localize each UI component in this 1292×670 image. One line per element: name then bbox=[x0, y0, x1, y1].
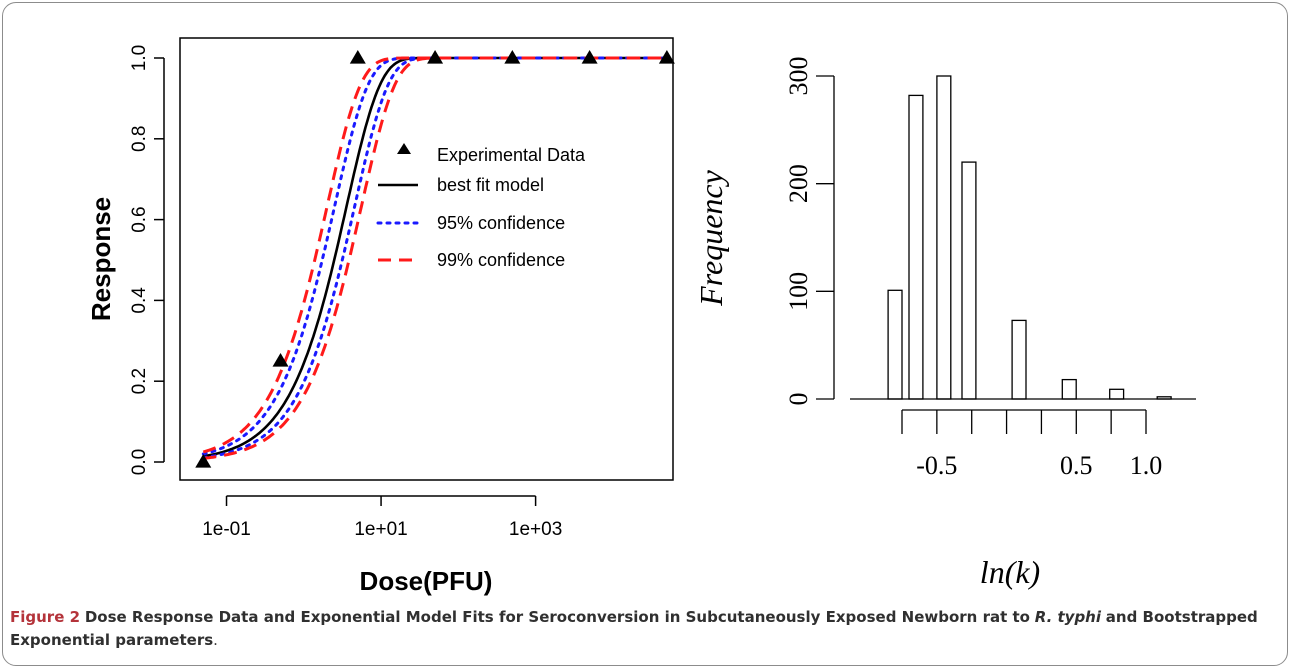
y-axis-label: Response bbox=[86, 197, 116, 321]
y-tick-label: 0.8 bbox=[129, 126, 150, 152]
x-tick-label: 1e-01 bbox=[202, 519, 251, 540]
y-tick-label: 0.0 bbox=[129, 449, 150, 475]
x-axis: 1e-01 1e+01 1e+03 bbox=[202, 495, 562, 540]
experimental-points bbox=[195, 50, 675, 468]
data-point bbox=[504, 50, 521, 64]
curve-dotted-0 bbox=[201, 56, 669, 456]
histogram-bar bbox=[961, 161, 977, 400]
y-tick-label: 0.6 bbox=[129, 206, 150, 232]
model-curves bbox=[201, 56, 669, 460]
legend-label: Experimental Data bbox=[437, 145, 586, 165]
plot-box bbox=[179, 37, 674, 481]
y-tick-label: 0.2 bbox=[129, 368, 150, 394]
x-axis-label: ln(k) bbox=[980, 554, 1040, 590]
histogram-bars bbox=[850, 75, 1196, 400]
y-tick-label: 200 bbox=[784, 164, 813, 203]
legend: Experimental Data best fit model 95% confi… bbox=[376, 143, 586, 270]
legend-label: best fit model bbox=[437, 175, 544, 195]
y-axis: 0 100 200 300 bbox=[784, 57, 835, 406]
histogram-bar bbox=[908, 94, 924, 400]
curve-dotted-1 bbox=[201, 56, 669, 460]
x-axis-label: Dose(PFU) bbox=[360, 566, 493, 596]
y-tick-label: 100 bbox=[784, 272, 813, 311]
data-point bbox=[349, 50, 366, 64]
data-point bbox=[427, 50, 444, 64]
y-tick-label: 0.4 bbox=[129, 287, 150, 314]
y-tick-label: 300 bbox=[784, 57, 813, 96]
histogram-bar bbox=[1061, 378, 1077, 400]
curve-dashed-1 bbox=[203, 56, 667, 460]
legend-label: 95% confidence bbox=[437, 213, 565, 233]
y-axis: 0.0 0.2 0.4 0.6 0.8 1.0 bbox=[129, 45, 165, 475]
data-point bbox=[581, 50, 598, 64]
caption-title-part1: Dose Response Data and Exponential Model… bbox=[84, 608, 1030, 626]
x-tick-label: -0.5 bbox=[916, 451, 957, 480]
histogram-bar bbox=[1011, 319, 1027, 400]
dose-response-plot: 1e-01 1e+01 1e+03 0.0 0.2 0.4 0.6 0.8 1.0 Dose(… bbox=[86, 37, 675, 596]
x-axis: -0.5 0.5 1.0 bbox=[901, 409, 1163, 480]
histogram-plot: -0.5 0.5 1.0 0 100 200 300 ln(k) Frequency bbox=[693, 57, 1196, 590]
legend-label: 99% confidence bbox=[437, 250, 565, 270]
x-tick-label: 1.0 bbox=[1130, 451, 1163, 480]
histogram-bar bbox=[887, 289, 903, 400]
y-axis-label: Frequency bbox=[693, 169, 729, 306]
x-tick-label: 0.5 bbox=[1060, 451, 1093, 480]
caption-title-part2: and Bootstrapped Exponential parameters bbox=[10, 608, 1258, 649]
curve-dashed-0 bbox=[202, 56, 667, 454]
figure-svg: 1e-01 1e+01 1e+03 0.0 0.2 0.4 0.6 0.8 1.0 Dose(… bbox=[86, 37, 1196, 596]
y-tick-label: 0 bbox=[784, 393, 813, 406]
figure-number: Figure 2 bbox=[10, 608, 81, 626]
caption-title-italic: R. typhi bbox=[1034, 608, 1102, 626]
data-point bbox=[658, 50, 675, 64]
histogram-bar bbox=[936, 75, 952, 400]
caption-end: . bbox=[213, 631, 218, 649]
legend-marker-triangle bbox=[397, 143, 411, 154]
data-point bbox=[195, 454, 212, 468]
y-tick-label: 1.0 bbox=[129, 45, 150, 71]
data-point bbox=[272, 353, 289, 367]
histogram-bar bbox=[1109, 388, 1125, 400]
x-tick-label: 1e+01 bbox=[354, 519, 407, 540]
curve-solid-0 bbox=[203, 56, 667, 458]
x-tick-label: 1e+03 bbox=[509, 519, 562, 540]
figure-caption: Figure 2 Dose Response Data and Exponent… bbox=[10, 606, 1280, 652]
